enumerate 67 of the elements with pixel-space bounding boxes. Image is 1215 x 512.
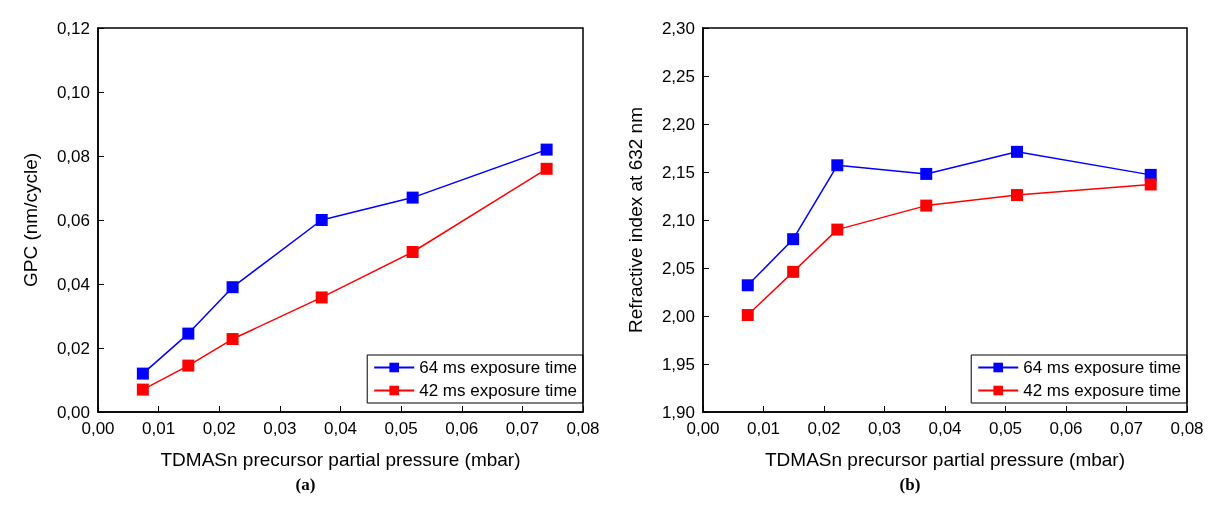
x-tick-label: 0,02 — [202, 419, 236, 438]
y-tick-label: 0,00 — [56, 402, 90, 422]
point — [787, 233, 800, 246]
x-tick-label: 0,07 — [1109, 419, 1144, 438]
point — [226, 281, 239, 294]
y-tick-label: 2,10 — [661, 210, 695, 230]
point — [136, 383, 149, 396]
text: (b) — [899, 475, 921, 494]
point — [182, 359, 195, 372]
x-tick-label: 0,03 — [263, 419, 297, 438]
point — [406, 246, 419, 258]
legend-label: 42 ms exposure time — [1023, 381, 1182, 400]
x-tick-label: 0,03 — [867, 419, 902, 438]
x-axis-title: TDMASn precursor partial pressure (mbar) — [764, 449, 1126, 470]
point — [406, 191, 419, 204]
point — [741, 309, 754, 322]
y-tick-label: 2,05 — [661, 258, 695, 278]
y-tick-label: 0,12 — [56, 18, 90, 38]
y-tick-label: 2,15 — [661, 162, 695, 182]
legend-label: 42 ms exposure time — [419, 381, 578, 400]
x-tick-label: 0,08 — [566, 419, 600, 438]
point — [226, 333, 239, 346]
y-tick-label: 2,25 — [661, 66, 695, 86]
y-tick-label: 1,90 — [661, 402, 695, 422]
x-tick-label: 0,04 — [928, 419, 962, 438]
point — [1010, 145, 1023, 158]
legend-label: 64 ms exposure time — [1023, 358, 1182, 377]
y-tick-label: 0,06 — [56, 210, 90, 230]
x-tick-label: 0,00 — [686, 419, 720, 438]
x-tick-label: 0,04 — [323, 419, 358, 438]
x-tick-label: 0,05 — [384, 419, 418, 438]
y-tick-label: 1,95 — [661, 354, 695, 374]
point — [315, 214, 328, 226]
point — [831, 159, 844, 172]
x-tick-label: 0,00 — [81, 419, 115, 438]
y-axis-title: Refractive index at 632 nm — [625, 106, 646, 334]
y-tick-label: 2,30 — [661, 18, 695, 38]
y-tick-label: 0,10 — [56, 82, 90, 102]
x-tick-label: 0,01 — [142, 419, 176, 438]
x-tick-label: 0,07 — [505, 419, 539, 438]
point — [787, 265, 800, 278]
x-tick-label: 0,06 — [445, 419, 479, 438]
x-tick-label: 0,01 — [746, 419, 781, 438]
point — [1010, 189, 1023, 202]
text: (a) — [295, 475, 316, 494]
point — [540, 162, 553, 175]
y-tick-label: 0,02 — [56, 338, 90, 358]
x-axis-title: TDMASn precursor partial pressure (mbar) — [160, 449, 521, 470]
point — [182, 327, 195, 340]
x-tick-label: 0,08 — [1170, 419, 1204, 438]
point — [1144, 178, 1157, 191]
y-tick-label: 0,08 — [56, 146, 90, 166]
point — [920, 167, 933, 180]
point — [831, 223, 844, 236]
point — [136, 367, 149, 380]
legend-label: 64 ms exposure time — [419, 358, 578, 377]
point — [920, 199, 933, 212]
point — [540, 143, 553, 156]
y-tick-label: 2,00 — [661, 306, 695, 326]
x-tick-label: 0,05 — [988, 419, 1023, 438]
point — [741, 279, 754, 292]
y-tick-label: 2,20 — [661, 114, 695, 134]
x-tick-label: 0,02 — [807, 419, 841, 438]
y-axis-title: GPC (nm/cycle) — [20, 152, 41, 288]
x-tick-label: 0,06 — [1049, 419, 1083, 438]
y-tick-label: 0,04 — [56, 274, 90, 294]
point — [315, 291, 328, 304]
